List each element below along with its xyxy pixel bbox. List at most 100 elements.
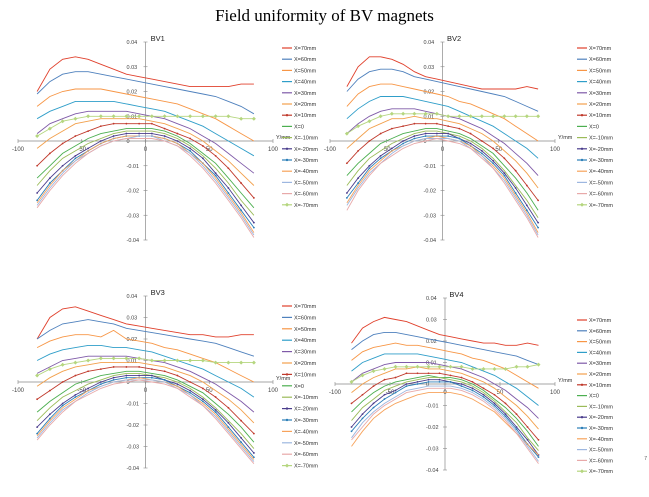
series-line-X=30mm: [36, 110, 255, 174]
series-line-X=-10mm: [346, 130, 539, 218]
legend-marker: [580, 469, 584, 474]
data-point: [482, 396, 485, 398]
data-point: [482, 387, 485, 390]
series-line-X=60mm: [351, 331, 539, 366]
legend-label: X=70mm: [294, 304, 317, 310]
legend-label: X=60mm: [294, 315, 317, 321]
y-tick-label: 0.03: [424, 65, 435, 71]
x-tick-label: -50: [77, 147, 86, 153]
series-line-X=10mm: [36, 366, 255, 434]
data-point: [402, 142, 405, 145]
legend-label: X=20mm: [589, 102, 612, 108]
data-point: [345, 162, 348, 165]
data-point: [493, 393, 496, 396]
data-point: [87, 147, 90, 150]
data-point: [48, 182, 51, 184]
data-point: [47, 126, 52, 131]
data-point: [138, 132, 141, 135]
series-line-X=-30mm: [36, 377, 255, 458]
data-point: [240, 209, 243, 212]
data-point: [36, 432, 39, 435]
series-line-X=70mm: [346, 56, 539, 90]
x-tick-label: 50: [206, 388, 213, 394]
data-point: [189, 137, 192, 140]
chart-bv1: 0.04 0.03 0.02 0.01 0 -0.01 -0.02 -0.03 -0.04 -10…: [12, 34, 318, 244]
data-point: [239, 116, 244, 121]
data-point: [252, 197, 255, 199]
y-tick-label: -0.03: [424, 213, 437, 219]
data-point: [112, 376, 115, 379]
y-tick-label: 0.04: [127, 40, 138, 46]
data-point: [35, 134, 40, 139]
data-point: [469, 142, 472, 145]
series-line-X=-40mm: [346, 135, 539, 233]
legend-label: X=-30mm: [294, 418, 318, 424]
series-line-X=-60mm: [351, 387, 539, 464]
data-point: [149, 114, 154, 119]
data-point: [423, 111, 428, 116]
x-axis-label: Y/mm: [558, 378, 573, 384]
data-point: [74, 396, 77, 398]
series-line-X=40mm: [346, 96, 539, 159]
data-point: [379, 154, 382, 157]
legend-label: X=60mm: [294, 57, 317, 63]
data-point: [504, 415, 507, 418]
series-line-X=70mm: [351, 316, 539, 346]
legend-marker: [285, 407, 289, 410]
data-point: [48, 389, 51, 392]
series-line-X=-20mm: [36, 133, 255, 223]
legend-label: X=-30mm: [589, 158, 613, 164]
data-point: [125, 122, 128, 125]
data-point: [379, 157, 382, 160]
x-tick-label: -100: [329, 390, 342, 396]
data-point: [482, 393, 485, 396]
legend-label: X=-10mm: [589, 136, 613, 142]
data-point: [175, 114, 180, 119]
legend-label: X=-30mm: [589, 426, 613, 432]
data-point: [457, 114, 462, 119]
data-point: [349, 379, 354, 384]
legend-label: X=-50mm: [589, 180, 613, 186]
data-point: [99, 383, 102, 386]
chart-bv2: 0.040.030.020.010-0.01-0.02-0.03-0.04-10…: [324, 34, 613, 244]
data-point: [35, 373, 40, 378]
data-point: [87, 130, 90, 133]
data-point: [402, 125, 405, 128]
legend-label: X=-50mm: [294, 441, 318, 447]
legend-marker: [285, 373, 289, 376]
legend-label: X=-40mm: [294, 169, 318, 175]
data-point: [163, 378, 166, 381]
y-tick-label: 0.01: [127, 114, 138, 120]
legend-label: X=30mm: [294, 350, 317, 356]
data-point: [434, 111, 439, 116]
data-point: [357, 182, 360, 184]
series-line-X=0: [346, 128, 539, 211]
legend-label: X=-10mm: [294, 395, 318, 401]
series-line-X=0: [36, 370, 255, 443]
data-point: [427, 380, 430, 383]
data-point: [460, 383, 463, 385]
series-line-X=-60mm: [36, 138, 255, 238]
data-point: [214, 396, 217, 398]
data-point: [47, 367, 52, 372]
data-point: [61, 142, 64, 145]
data-point: [345, 197, 348, 199]
series-line-X=60mm: [346, 68, 539, 112]
data-point: [503, 174, 506, 177]
series-line-X=10mm: [346, 123, 539, 201]
legend-label: X=-50mm: [589, 448, 613, 454]
data-point: [125, 366, 128, 368]
data-point: [389, 111, 394, 116]
data-point: [163, 370, 166, 373]
legend-marker: [285, 463, 289, 468]
data-point: [371, 369, 376, 374]
data-point: [394, 376, 397, 379]
legend-label: X=50mm: [589, 340, 612, 346]
data-point: [383, 378, 386, 381]
data-point: [252, 221, 255, 224]
x-tick-label: 0: [144, 388, 148, 394]
data-point: [214, 411, 217, 413]
data-point: [513, 114, 518, 119]
data-point: [537, 439, 540, 441]
series-line-X=60mm: [36, 71, 255, 115]
